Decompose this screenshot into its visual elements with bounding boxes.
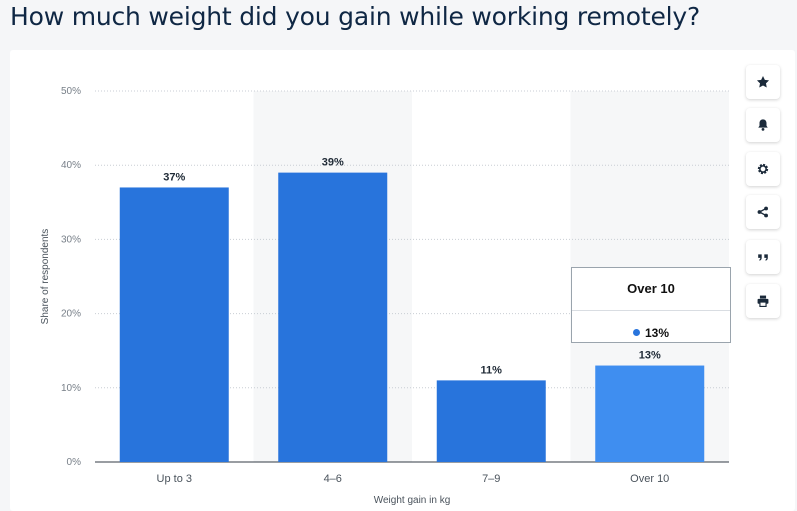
- tooltip-value: 13%: [644, 326, 670, 340]
- y-tick-label: 40%: [61, 160, 81, 171]
- x-axis-title: Weight gain in kg: [374, 495, 451, 506]
- bar: [595, 365, 705, 462]
- bar: [278, 172, 388, 462]
- bar-value-label: 39%: [322, 157, 344, 169]
- chart-tooltip: Over 10 13%: [571, 267, 731, 343]
- share-button[interactable]: [746, 195, 780, 229]
- y-tick-label: 0%: [67, 457, 82, 468]
- x-tick-label: Up to 3: [157, 473, 192, 485]
- y-tick-label: 10%: [61, 383, 81, 394]
- bar: [119, 187, 229, 462]
- print-button[interactable]: [746, 284, 780, 318]
- share-icon: [757, 206, 768, 218]
- bar: [436, 380, 546, 462]
- settings-button[interactable]: [746, 152, 780, 186]
- page-title: How much weight did you gain while worki…: [10, 2, 701, 31]
- tooltip-value-row: 13%: [572, 326, 730, 340]
- y-tick-label: 50%: [61, 86, 81, 97]
- bell-icon: [758, 119, 768, 131]
- notification-button[interactable]: [746, 108, 780, 142]
- bar-value-label: 37%: [163, 171, 185, 183]
- print-icon: [757, 295, 769, 307]
- quote-icon: [758, 254, 768, 261]
- bar-value-label: 13%: [639, 350, 661, 362]
- y-axis-title: Share of respondents: [40, 229, 51, 325]
- gear-icon: [757, 163, 769, 175]
- favorite-button[interactable]: [746, 65, 780, 99]
- star-icon: [756, 76, 770, 88]
- tooltip-divider: [572, 310, 730, 311]
- y-tick-label: 20%: [61, 309, 81, 320]
- x-tick-label: Over 10: [630, 473, 669, 485]
- x-tick-label: 4–6: [324, 473, 342, 485]
- tooltip-series-dot: [632, 329, 640, 337]
- x-tick-label: 7–9: [482, 473, 500, 485]
- y-tick-label: 30%: [61, 234, 81, 245]
- bar-chart: 0% 10% 20% 30% 40% 50% 37% Up to 3 39% 4–6 11% 7–9 1…: [40, 86, 729, 506]
- bar-value-label: 11%: [481, 364, 503, 376]
- cite-button[interactable]: [746, 240, 780, 274]
- tooltip-title: Over 10: [627, 281, 675, 296]
